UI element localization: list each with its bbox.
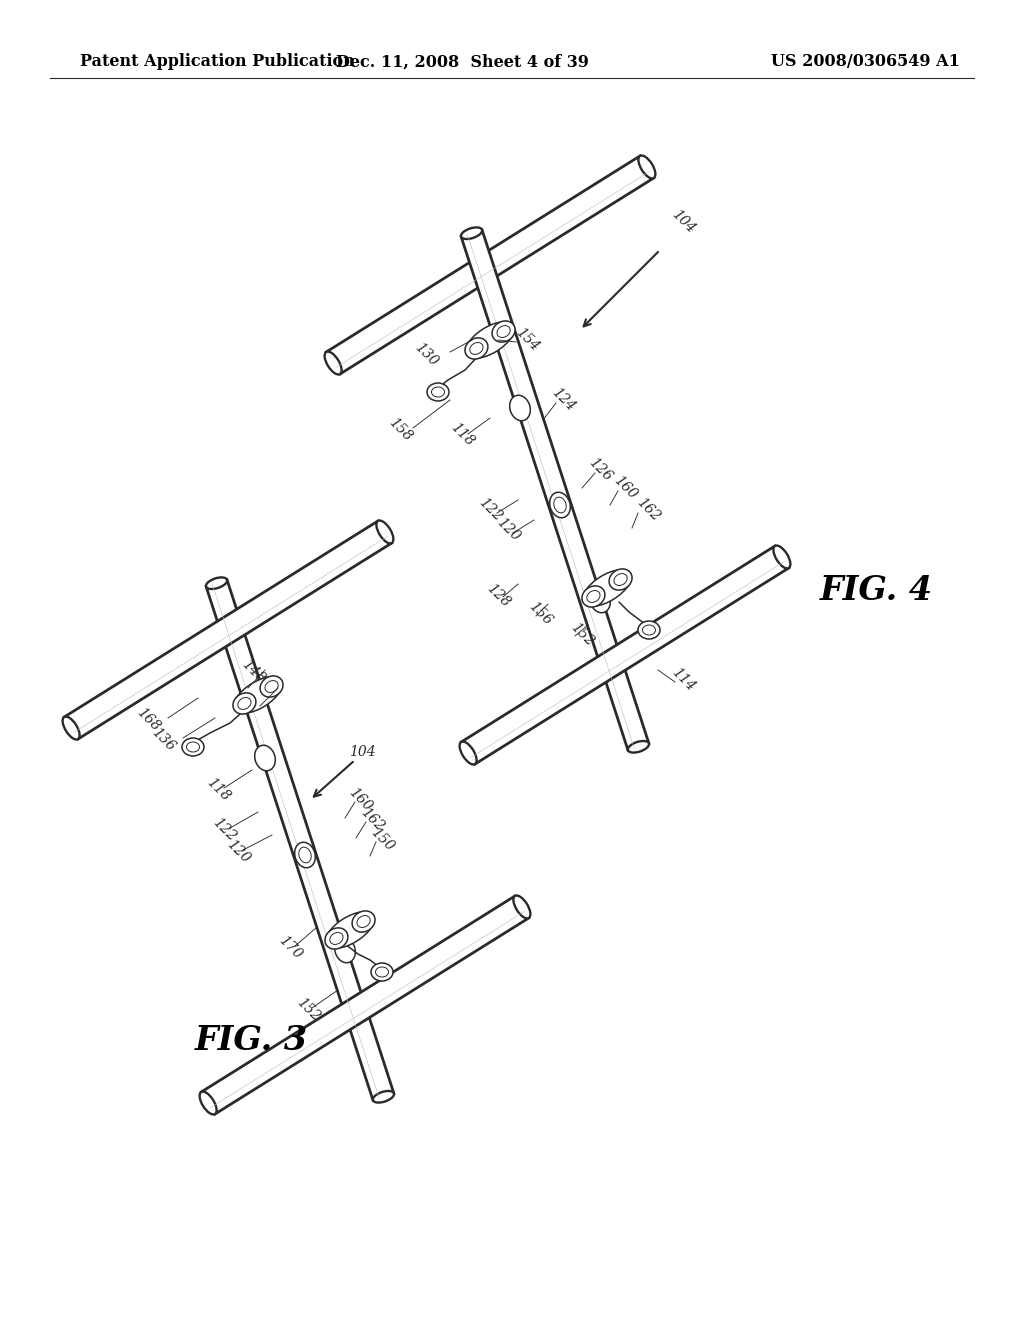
Ellipse shape <box>493 321 515 342</box>
Text: 152: 152 <box>294 995 323 1024</box>
Text: 118: 118 <box>204 776 232 804</box>
Text: 128: 128 <box>483 582 512 610</box>
Text: 122: 122 <box>210 816 239 845</box>
Ellipse shape <box>466 322 514 358</box>
Text: 154: 154 <box>513 326 542 354</box>
Text: 126: 126 <box>586 455 614 484</box>
Text: 160: 160 <box>610 474 639 503</box>
Text: 162: 162 <box>357 805 386 834</box>
Ellipse shape <box>265 681 279 693</box>
Text: 150: 150 <box>368 825 396 854</box>
Ellipse shape <box>587 590 600 602</box>
Text: US 2008/0306549 A1: US 2008/0306549 A1 <box>771 54 961 70</box>
Ellipse shape <box>376 968 388 977</box>
Ellipse shape <box>62 717 80 739</box>
Ellipse shape <box>638 156 655 178</box>
Ellipse shape <box>255 746 275 771</box>
Ellipse shape <box>186 742 200 752</box>
Ellipse shape <box>260 676 283 697</box>
Polygon shape <box>202 896 528 1114</box>
Ellipse shape <box>377 520 393 544</box>
Ellipse shape <box>330 932 343 944</box>
Polygon shape <box>327 156 653 374</box>
Ellipse shape <box>182 738 204 756</box>
Text: 154: 154 <box>252 676 281 705</box>
Ellipse shape <box>773 545 791 569</box>
Ellipse shape <box>583 570 632 606</box>
Ellipse shape <box>238 697 251 709</box>
Ellipse shape <box>295 842 315 867</box>
Ellipse shape <box>431 387 444 397</box>
Ellipse shape <box>497 326 510 338</box>
Ellipse shape <box>642 624 655 635</box>
Ellipse shape <box>325 928 348 949</box>
Ellipse shape <box>460 742 476 764</box>
Text: 156: 156 <box>525 599 554 628</box>
Ellipse shape <box>232 693 256 714</box>
Ellipse shape <box>206 577 227 589</box>
Text: Dec. 11, 2008  Sheet 4 of 39: Dec. 11, 2008 Sheet 4 of 39 <box>336 54 589 70</box>
Ellipse shape <box>461 227 482 239</box>
Text: 124: 124 <box>549 385 578 414</box>
Ellipse shape <box>582 586 605 607</box>
Text: 168: 168 <box>134 706 163 734</box>
Text: 160: 160 <box>346 785 375 814</box>
Polygon shape <box>206 579 394 1100</box>
Text: 118: 118 <box>447 421 476 449</box>
Ellipse shape <box>628 741 649 752</box>
Text: Patent Application Publication: Patent Application Publication <box>80 54 354 70</box>
Ellipse shape <box>638 620 660 639</box>
Text: 122: 122 <box>475 495 505 524</box>
Text: 136: 136 <box>148 726 177 754</box>
Ellipse shape <box>200 1092 217 1114</box>
Text: FIG. 3: FIG. 3 <box>195 1023 308 1056</box>
Text: 114: 114 <box>669 665 697 694</box>
Ellipse shape <box>233 677 283 713</box>
Ellipse shape <box>470 342 483 355</box>
Text: 158: 158 <box>386 416 415 445</box>
Ellipse shape <box>513 895 530 919</box>
Polygon shape <box>461 546 788 764</box>
Text: 104: 104 <box>349 744 376 759</box>
Text: 148: 148 <box>239 657 267 686</box>
Ellipse shape <box>554 498 566 513</box>
Ellipse shape <box>427 383 449 401</box>
Ellipse shape <box>326 912 375 948</box>
Text: FIG. 4: FIG. 4 <box>820 573 933 606</box>
Ellipse shape <box>299 847 311 863</box>
Text: 120: 120 <box>494 516 522 544</box>
Text: 162: 162 <box>634 495 663 524</box>
Polygon shape <box>461 230 649 750</box>
Ellipse shape <box>510 395 530 421</box>
Ellipse shape <box>590 587 610 612</box>
Ellipse shape <box>550 492 570 517</box>
Ellipse shape <box>357 916 371 928</box>
Ellipse shape <box>465 338 487 359</box>
Ellipse shape <box>335 937 355 962</box>
Ellipse shape <box>325 351 342 375</box>
Polygon shape <box>65 521 392 739</box>
Ellipse shape <box>614 574 627 586</box>
Text: 104: 104 <box>669 207 697 236</box>
Ellipse shape <box>609 569 632 590</box>
Ellipse shape <box>373 1090 394 1102</box>
Ellipse shape <box>352 911 375 932</box>
Text: 130: 130 <box>412 341 440 370</box>
Text: 152: 152 <box>567 620 596 649</box>
Text: 170: 170 <box>275 933 304 962</box>
Ellipse shape <box>371 964 393 981</box>
Text: 120: 120 <box>223 838 252 866</box>
